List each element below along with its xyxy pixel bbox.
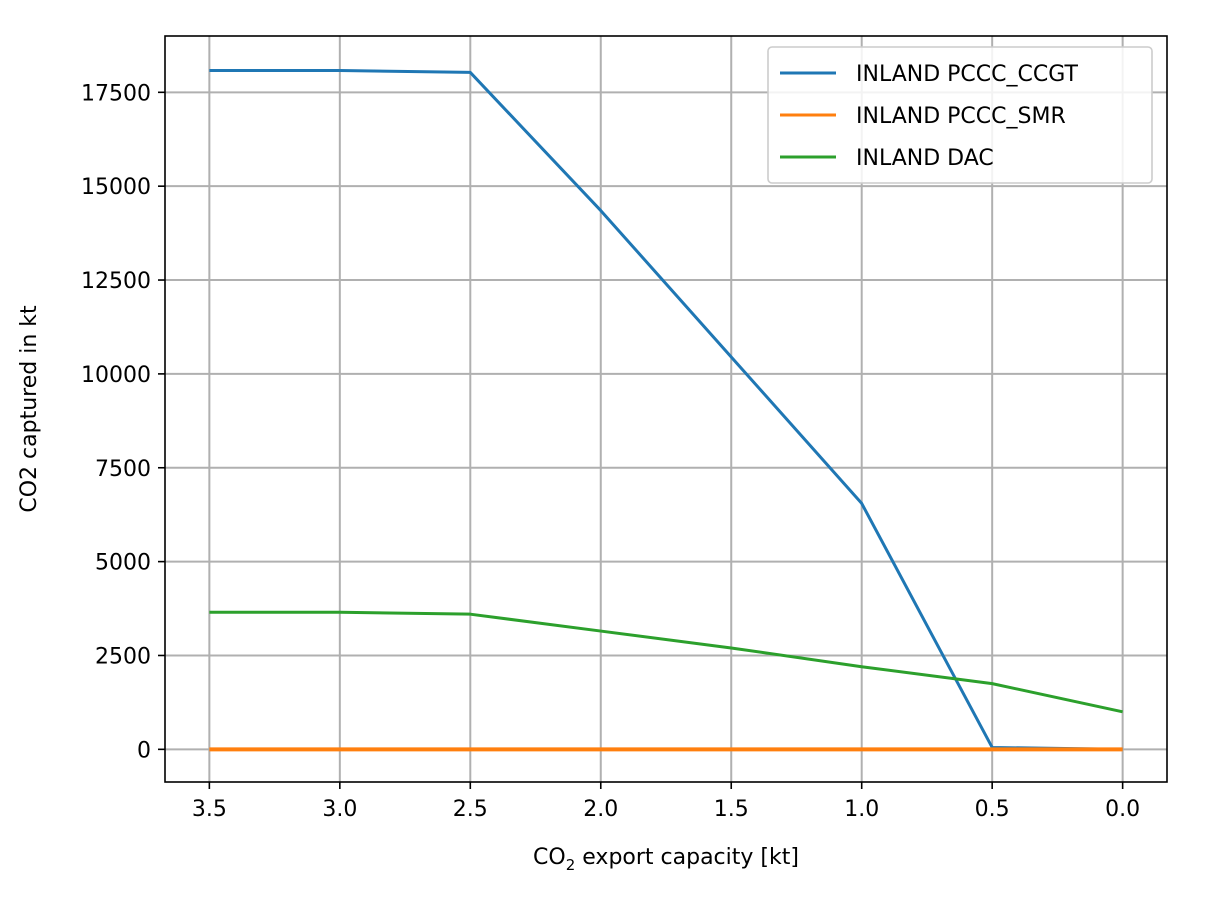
- y-tick-label: 17500: [81, 81, 151, 106]
- x-tick-label: 3.0: [322, 797, 357, 822]
- legend-box: [767, 46, 1153, 184]
- y-tick-label: 5000: [95, 551, 151, 576]
- legend-label: INLAND DAC: [856, 146, 994, 171]
- x-tick-label: 2.0: [583, 797, 618, 822]
- y-tick-label: 0: [137, 738, 151, 763]
- x-tick-label: 3.5: [192, 797, 227, 822]
- legend-label: INLAND PCCC_SMR: [856, 104, 1066, 129]
- series-lines: [209, 69, 1123, 752]
- axis-ticks: 3.5 3.0 2.5 2.0 1.5 1.0 0.5 0.0 0 2500 5000 7500 100…: [81, 81, 1140, 822]
- series-line-3: [209, 610, 1123, 714]
- x-tick-label: 0.5: [975, 797, 1010, 822]
- y-tick-label: 12500: [81, 269, 151, 294]
- y-tick-label: 15000: [81, 175, 151, 200]
- y-tick-label: 10000: [81, 363, 151, 388]
- legend-label: INLAND PCCC_CCGT: [856, 62, 1078, 87]
- y-axis-label: CO2 captured in kt: [17, 305, 42, 513]
- x-axis-label: CO2 export capacity [kt]: [533, 845, 799, 874]
- plot-frame: [164, 35, 1168, 783]
- x-tick-label: 0.0: [1105, 797, 1140, 822]
- x-tick-label: 2.5: [453, 797, 488, 822]
- x-tick-label: 1.5: [714, 797, 749, 822]
- x-tick-label: 1.0: [844, 797, 879, 822]
- series-line-1: [209, 69, 1123, 751]
- legend: INLAND PCCC_CCGT INLAND PCCC_SMR INLAND DA…: [767, 46, 1153, 184]
- y-tick-label: 7500: [95, 457, 151, 482]
- y-tick-label: 2500: [95, 644, 151, 669]
